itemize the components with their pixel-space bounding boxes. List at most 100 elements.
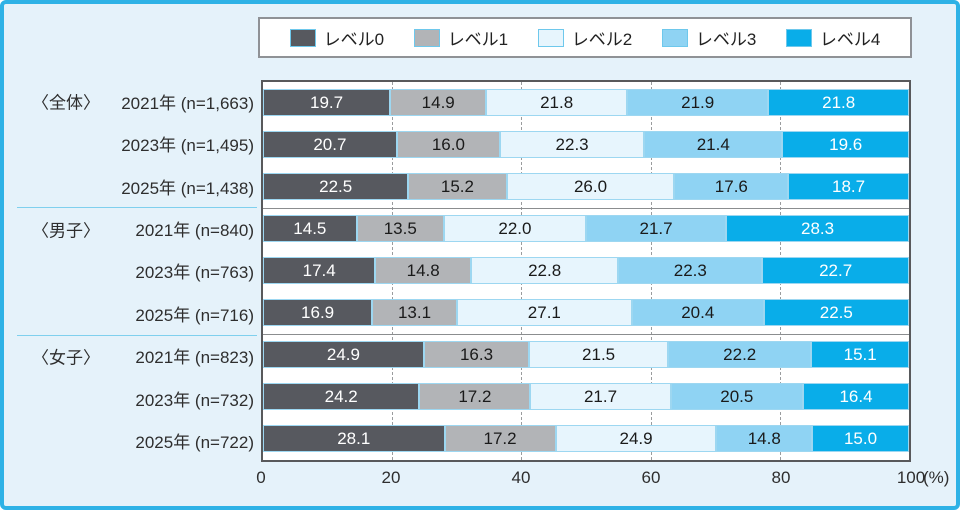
bar-segment: 14.8 bbox=[716, 425, 813, 453]
row-label: 2023年 (n=1,495) bbox=[4, 122, 261, 164]
x-axis-unit-label: (%) bbox=[923, 468, 950, 487]
bar-segment: 19.6 bbox=[782, 131, 909, 159]
bar-segment: 15.1 bbox=[811, 341, 909, 369]
legend-swatch-icon bbox=[661, 28, 688, 47]
bar-segment: 16.9 bbox=[263, 299, 373, 327]
x-axis-tick-label: 20 bbox=[381, 468, 401, 487]
bar-segment: 20.7 bbox=[263, 131, 397, 159]
year-sample-label: 2025年 (n=722) bbox=[135, 433, 254, 453]
bar-row: 22.5 15.2 26.0 17.6 18.7 bbox=[263, 166, 909, 208]
bar-segment: 17.6 bbox=[674, 173, 789, 201]
bar-segment: 16.3 bbox=[423, 341, 530, 369]
group-separator-line bbox=[17, 334, 257, 336]
bar-segment: 14.5 bbox=[263, 215, 357, 243]
group-divider-line bbox=[263, 208, 909, 209]
stacked-bar: 20.7 16.0 22.3 21.4 19.6 bbox=[263, 131, 909, 159]
bar-row: 28.1 17.2 24.9 14.8 15.0 bbox=[263, 418, 909, 460]
bar-segment: 14.8 bbox=[375, 257, 471, 285]
stacked-bar: 22.5 15.2 26.0 17.6 18.7 bbox=[263, 173, 909, 201]
bar-segment: 22.2 bbox=[668, 341, 812, 369]
bar-segment: 21.4 bbox=[644, 131, 783, 159]
legend-item: レベル0 bbox=[289, 25, 384, 50]
stacked-bar: 19.7 14.9 21.8 21.9 21.8 bbox=[263, 89, 910, 117]
bar-segment: 17.2 bbox=[419, 383, 531, 411]
bar-row: 24.9 16.3 21.5 22.2 15.1 bbox=[263, 334, 909, 376]
bar-segment: 13.1 bbox=[372, 299, 457, 327]
row-label: 〈女子〉 2021年 (n=823) bbox=[4, 335, 261, 377]
bar-segment: 16.4 bbox=[803, 383, 909, 411]
stacked-bar: 28.1 17.2 24.9 14.8 15.0 bbox=[263, 425, 909, 453]
bar-segment: 24.2 bbox=[263, 383, 420, 411]
legend-swatch-icon bbox=[785, 28, 812, 47]
bar-segment: 13.5 bbox=[356, 215, 444, 243]
row-label: 2025年 (n=722) bbox=[4, 420, 261, 462]
plot-area: 19.7 14.9 21.8 21.9 21.8 20.7 16.0 22.3 21.4 19.6… bbox=[261, 80, 911, 462]
x-axis-tick-label: 0 bbox=[256, 468, 266, 487]
year-sample-label: 2021年 (n=840) bbox=[135, 221, 254, 241]
stacked-bar: 17.4 14.8 22.8 22.3 22.7 bbox=[263, 257, 909, 285]
stacked-bar: 16.9 13.1 27.1 20.4 22.5 bbox=[263, 299, 909, 327]
bar-segment: 19.7 bbox=[263, 89, 391, 117]
legend-swatch-icon bbox=[537, 28, 564, 47]
bar-segment: 15.0 bbox=[812, 425, 909, 453]
bar-segment: 21.8 bbox=[768, 89, 910, 117]
bar-segment: 24.9 bbox=[555, 425, 717, 453]
chart-legend: レベル0 レベル1 レベル2 レベル3 レベル4 bbox=[258, 17, 912, 58]
bar-segment: 22.5 bbox=[763, 299, 909, 327]
group-name-label: 〈全体〉 bbox=[32, 93, 100, 113]
bar-segment: 21.8 bbox=[486, 89, 627, 117]
year-sample-label: 2025年 (n=1,438) bbox=[121, 178, 254, 198]
bar-segment: 17.2 bbox=[444, 425, 556, 453]
group-divider-line bbox=[263, 334, 909, 335]
year-sample-label: 2021年 (n=1,663) bbox=[121, 93, 254, 113]
x-axis-tick-label: 60 bbox=[641, 468, 661, 487]
row-label: 2023年 (n=732) bbox=[4, 377, 261, 419]
x-axis-tick-label: 40 bbox=[511, 468, 531, 487]
bar-segment: 16.0 bbox=[396, 131, 501, 159]
bar-segment: 24.9 bbox=[263, 341, 424, 369]
row-label: 〈男子〉 2021年 (n=840) bbox=[4, 207, 261, 249]
bar-row: 19.7 14.9 21.8 21.9 21.8 bbox=[263, 82, 910, 124]
group-name-label: 〈男子〉 bbox=[32, 221, 100, 241]
bar-segment: 22.0 bbox=[443, 215, 586, 243]
legend-item: レベル4 bbox=[785, 25, 880, 50]
bar-segment: 22.8 bbox=[470, 257, 619, 285]
bar-segment: 22.5 bbox=[263, 173, 409, 201]
bar-segment: 17.4 bbox=[263, 257, 376, 285]
bar-segment: 22.3 bbox=[618, 257, 763, 285]
bar-segment: 18.7 bbox=[788, 173, 909, 201]
stacked-bar: 24.9 16.3 21.5 22.2 15.1 bbox=[263, 341, 909, 369]
year-sample-label: 2023年 (n=763) bbox=[135, 263, 254, 283]
legend-item: レベル1 bbox=[413, 25, 508, 50]
bar-segment: 28.3 bbox=[726, 215, 909, 243]
legend-item: レベル3 bbox=[661, 25, 756, 50]
bar-row: 17.4 14.8 22.8 22.3 22.7 bbox=[263, 250, 909, 292]
legend-swatch-icon bbox=[289, 28, 316, 47]
row-label: 〈全体〉 2021年 (n=1,663) bbox=[4, 80, 261, 122]
bar-segment: 26.0 bbox=[506, 173, 675, 201]
bar-segment: 22.7 bbox=[762, 257, 909, 285]
bar-row: 20.7 16.0 22.3 21.4 19.6 bbox=[263, 124, 909, 166]
row-labels-column: 〈全体〉 2021年 (n=1,663) 2023年 (n=1,495) 2025年 … bbox=[4, 80, 261, 462]
bar-row: 24.2 17.2 21.7 20.5 16.4 bbox=[263, 376, 909, 418]
bar-segment: 28.1 bbox=[263, 425, 445, 453]
row-label: 2023年 (n=763) bbox=[4, 250, 261, 292]
legend-label: レベル2 bbox=[571, 30, 633, 49]
legend-swatch-icon bbox=[413, 28, 440, 47]
bar-segment: 20.5 bbox=[670, 383, 804, 411]
x-axis: (%) 0 20 40 60 80 100 bbox=[256, 465, 949, 491]
stacked-bar: 14.5 13.5 22.0 21.7 28.3 bbox=[263, 215, 909, 243]
bar-segment: 22.3 bbox=[500, 131, 645, 159]
bar-segment: 27.1 bbox=[456, 299, 632, 327]
bar-segment: 20.4 bbox=[631, 299, 764, 327]
bar-segment: 21.7 bbox=[585, 215, 727, 243]
row-label: 2025年 (n=716) bbox=[4, 292, 261, 334]
x-axis-tick-label: 100 bbox=[896, 468, 926, 487]
bar-row: 16.9 13.1 27.1 20.4 22.5 bbox=[263, 292, 909, 334]
bar-segment: 21.7 bbox=[530, 383, 671, 411]
group-separator-line bbox=[17, 207, 257, 209]
stacked-bar: 24.2 17.2 21.7 20.5 16.4 bbox=[263, 383, 909, 411]
bar-segment: 15.2 bbox=[408, 173, 507, 201]
year-sample-label: 2021年 (n=823) bbox=[135, 348, 254, 368]
